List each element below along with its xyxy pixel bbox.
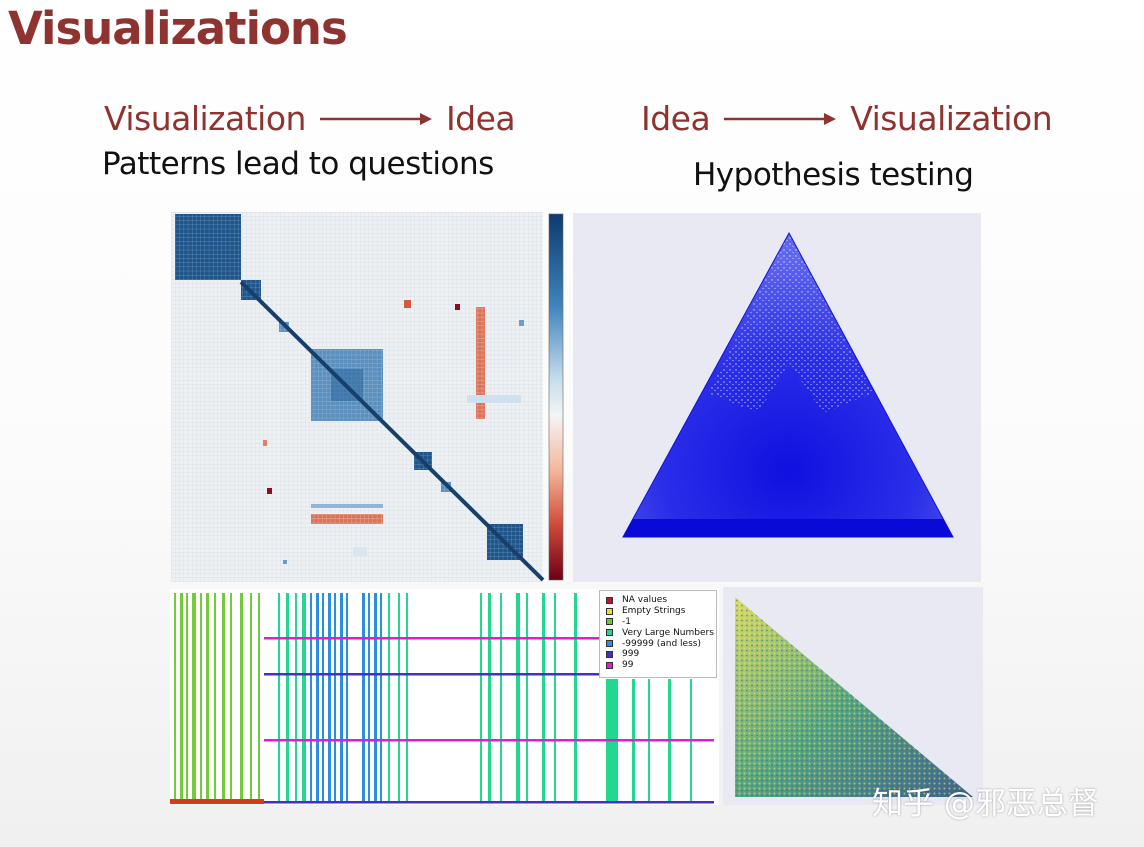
legend-swatch	[606, 596, 613, 604]
left-flow: Visualization Idea	[104, 99, 516, 138]
legend-item-na: NA values	[606, 595, 716, 606]
slide-title: Visualizations	[8, 2, 348, 55]
legend-item-999: 999	[606, 649, 716, 660]
left-flow-to: Idea	[445, 99, 516, 138]
arrow-right-icon	[724, 112, 837, 125]
right-flow-to: Visualization	[850, 99, 1053, 138]
left-caption: Patterns lead to questions	[102, 146, 494, 182]
correlation-heatmap-image	[171, 212, 564, 582]
legend-item-very-large-numbers: Very Large Numbers	[606, 627, 716, 638]
legend-swatch	[606, 640, 613, 648]
triangular-scatter-image	[723, 587, 983, 805]
legend-swatch	[606, 607, 613, 615]
missing-values-legend: NA values Empty Strings -1 Very Large Nu…	[599, 590, 717, 678]
ternary-scatter-image	[573, 213, 981, 582]
arrow-right-icon	[319, 112, 432, 125]
legend-swatch	[606, 618, 613, 626]
legend-item-minus-one: -1	[606, 617, 716, 628]
legend-swatch	[606, 650, 613, 658]
watermark: 知乎 @邪恶总督	[872, 786, 1099, 822]
left-flow-from: Visualization	[104, 99, 306, 138]
legend-swatch	[606, 629, 613, 637]
legend-item-minus-99999: -99999 (and less)	[606, 638, 716, 649]
right-flow: Idea Visualization	[641, 99, 1053, 138]
right-caption: Hypothesis testing	[693, 157, 974, 193]
legend-swatch	[606, 661, 613, 669]
legend-item-empty-strings: Empty Strings	[606, 606, 716, 617]
legend-item-99: 99	[606, 660, 716, 671]
right-flow-from: Idea	[641, 99, 711, 138]
